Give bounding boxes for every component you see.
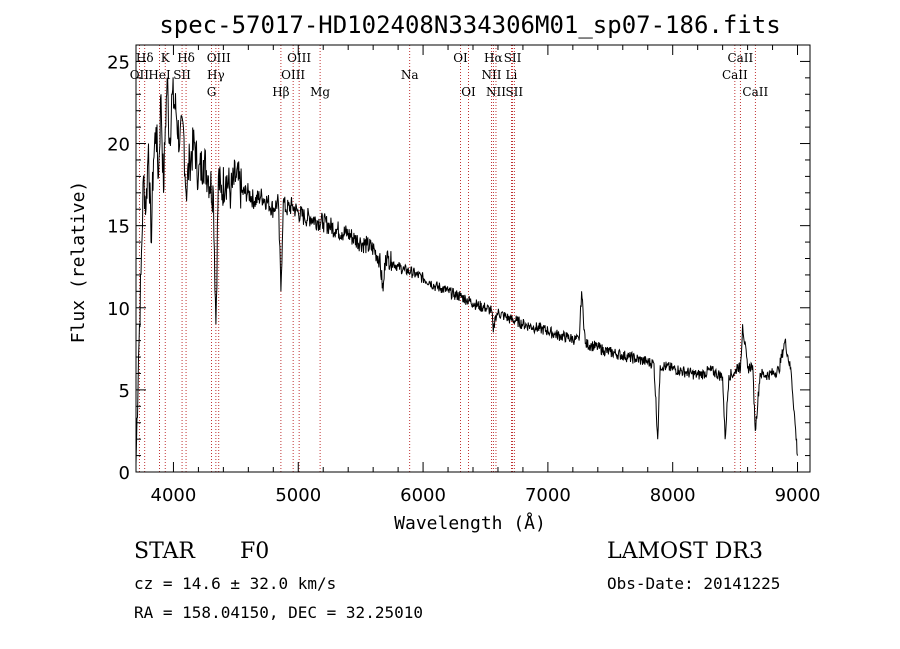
x-axis-ticks: 4000 5000 6000 7000 8000 9000 [151, 45, 821, 506]
x-tick-label: 9000 [775, 485, 821, 506]
observation-date: Obs-Date: 20141225 [607, 574, 781, 593]
line-marker-label: CaII [727, 51, 753, 65]
line-marker-label: Mg [310, 85, 330, 99]
y-axis-label: Flux (relative) [68, 181, 89, 344]
ra-dec: RA = 158.04150, DEC = 32.25010 [134, 603, 423, 622]
line-marker-label: OIII [281, 68, 305, 82]
spectrum-line [135, 77, 798, 464]
x-tick-label: 5000 [275, 485, 321, 506]
line-marker-label: SII [505, 85, 523, 99]
line-marker-label: OIII [287, 51, 311, 65]
line-marker-label: Hγ [207, 68, 225, 82]
y-axis-ticks: 0 5 10 15 20 25 [107, 44, 810, 484]
line-marker-label: NII [481, 68, 501, 82]
y-tick-label: 20 [107, 135, 130, 156]
line-marker-label: K [161, 51, 171, 65]
line-marker-label: SII [504, 51, 522, 65]
line-marker-label: Na [401, 68, 419, 82]
line-marker-label: NII [486, 85, 506, 99]
line-marker-label: OI [461, 85, 476, 99]
spectrum-chart: spec-57017-HD102408N334306M01_sp07-186.f… [68, 11, 821, 534]
y-tick-label: 25 [107, 52, 130, 73]
line-marker-label: OI [453, 51, 468, 65]
line-marker-label: Li [506, 68, 518, 82]
object-subclass: F0 [240, 539, 270, 564]
line-marker-label: HeI [148, 68, 171, 82]
line-marker-label: G [207, 85, 217, 99]
line-marker-label: OIII [207, 51, 231, 65]
y-tick-label: 15 [107, 217, 130, 238]
plot-frame [135, 44, 811, 473]
line-marker-label: Hδ [136, 51, 154, 65]
line-marker-label: Hα [484, 51, 503, 65]
line-marker-label: Hδ [177, 51, 195, 65]
y-tick-label: 0 [119, 463, 130, 484]
redshift-velocity: cz = 14.6 ± 32.0 km/s [134, 574, 337, 593]
y-tick-label: 10 [107, 299, 130, 320]
line-marker-label: CaII [742, 85, 768, 99]
x-tick-label: 4000 [151, 485, 197, 506]
x-tick-label: 6000 [400, 485, 446, 506]
x-axis-label: Wavelength (Å) [394, 512, 546, 534]
survey-name: LAMOST DR3 [607, 539, 763, 564]
object-class: STAR [134, 539, 195, 564]
line-marker-label: CaII [722, 68, 748, 82]
x-tick-label: 7000 [525, 485, 571, 506]
line-marker-label: Hβ [272, 85, 289, 99]
x-tick-label: 8000 [650, 485, 696, 506]
line-marker-label: SII [173, 68, 191, 82]
chart-title: spec-57017-HD102408N334306M01_sp07-186.f… [159, 11, 780, 39]
line-markers [138, 45, 756, 472]
line-marker-label: OII [130, 68, 150, 82]
y-tick-label: 5 [119, 381, 130, 402]
